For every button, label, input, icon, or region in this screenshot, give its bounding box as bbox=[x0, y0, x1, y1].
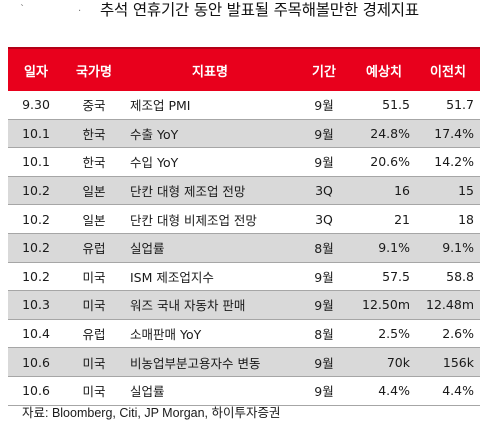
cell-previous: 51.7 bbox=[416, 91, 480, 120]
cell-previous: 156k bbox=[416, 347, 480, 377]
table-row: 10.2 유럽 실업률 8월 9.1% 9.1% bbox=[8, 233, 480, 263]
column-header-forecast: 예상치 bbox=[352, 47, 416, 91]
cell-date: 10.2 bbox=[8, 262, 64, 292]
table-row: 10.2 미국 ISM 제조업지수 9월 57.5 58.8 bbox=[8, 262, 480, 292]
cell-forecast: 4.4% bbox=[352, 376, 416, 406]
cell-forecast: 9.1% bbox=[352, 233, 416, 263]
cell-country: 유럽 bbox=[64, 319, 124, 349]
cell-date: 10.6 bbox=[8, 376, 64, 406]
column-header-period: 기간 bbox=[296, 47, 352, 91]
table-row: 10.3 미국 워즈 국내 자동차 판매 9월 12.50m 12.48m bbox=[8, 290, 480, 320]
cell-previous: 2.6% bbox=[416, 319, 480, 349]
cell-date: 10.2 bbox=[8, 176, 64, 206]
cell-previous: 58.8 bbox=[416, 262, 480, 292]
cell-forecast: 20.6% bbox=[352, 147, 416, 177]
column-header-indicator: 지표명 bbox=[124, 47, 296, 91]
cell-indicator: 비농업부분고용자수 변동 bbox=[124, 347, 296, 377]
cell-forecast: 57.5 bbox=[352, 262, 416, 292]
source-note: 자료: Bloomberg, Citi, JP Morgan, 하이투자증권 bbox=[22, 406, 281, 420]
cell-country: 미국 bbox=[64, 262, 124, 292]
cell-indicator: 수출 YoY bbox=[124, 119, 296, 149]
cell-date: 9.30 bbox=[8, 91, 64, 120]
cell-previous: 18 bbox=[416, 204, 480, 234]
cell-period: 9월 bbox=[296, 347, 352, 377]
table-header-row: 일자 국가명 지표명 기간 예상치 이전치 bbox=[8, 47, 480, 91]
cell-forecast: 16 bbox=[352, 176, 416, 206]
cell-country: 일본 bbox=[64, 204, 124, 234]
cell-indicator: 제조업 PMI bbox=[124, 91, 296, 120]
table-row: 10.2 일본 단칸 대형 비제조업 전망 3Q 21 18 bbox=[8, 204, 480, 234]
cell-indicator: 수입 YoY bbox=[124, 147, 296, 177]
cell-indicator: 소매판매 YoY bbox=[124, 319, 296, 349]
table-row: 10.6 미국 비농업부분고용자수 변동 9월 70k 156k bbox=[8, 347, 480, 377]
cell-previous: 15 bbox=[416, 176, 480, 206]
cell-date: 10.4 bbox=[8, 319, 64, 349]
table-row: 10.2 일본 단칸 대형 제조업 전망 3Q 16 15 bbox=[8, 176, 480, 206]
cell-period: 9월 bbox=[296, 290, 352, 320]
cell-forecast: 24.8% bbox=[352, 119, 416, 149]
cell-period: 9월 bbox=[296, 119, 352, 149]
cell-forecast: 12.50m bbox=[352, 290, 416, 320]
cell-country: 한국 bbox=[64, 119, 124, 149]
cell-date: 10.1 bbox=[8, 119, 64, 149]
title-dot: · bbox=[78, 6, 82, 17]
table-row: 10.1 한국 수출 YoY 9월 24.8% 17.4% bbox=[8, 119, 480, 149]
cell-indicator: ISM 제조업지수 bbox=[124, 262, 296, 292]
cell-country: 중국 bbox=[64, 91, 124, 120]
cell-date: 10.3 bbox=[8, 290, 64, 320]
cell-forecast: 70k bbox=[352, 347, 416, 377]
cell-period: 8월 bbox=[296, 233, 352, 263]
cell-forecast: 2.5% bbox=[352, 319, 416, 349]
cell-forecast: 21 bbox=[352, 204, 416, 234]
cell-period: 9월 bbox=[296, 147, 352, 177]
cell-previous: 12.48m bbox=[416, 290, 480, 320]
column-header-previous: 이전치 bbox=[416, 47, 480, 91]
table-row: 10.1 한국 수입 YoY 9월 20.6% 14.2% bbox=[8, 147, 480, 177]
cell-period: 3Q bbox=[296, 204, 352, 234]
table-row: 10.4 유럽 소매판매 YoY 8월 2.5% 2.6% bbox=[8, 319, 480, 349]
cell-country: 한국 bbox=[64, 147, 124, 177]
cell-forecast: 51.5 bbox=[352, 91, 416, 120]
table-row: 9.30 중국 제조업 PMI 9월 51.5 51.7 bbox=[8, 91, 480, 120]
cell-indicator: 실업률 bbox=[124, 376, 296, 406]
cell-date: 10.2 bbox=[8, 204, 64, 234]
title-mark: ˋ bbox=[20, 4, 25, 15]
cell-previous: 17.4% bbox=[416, 119, 480, 149]
table-title: 추석 연휴기간 동안 발표될 주목해볼만한 경제지표 bbox=[100, 1, 419, 19]
cell-period: 9월 bbox=[296, 376, 352, 406]
table-row: 10.6 미국 실업률 9월 4.4% 4.4% bbox=[8, 376, 480, 406]
cell-date: 10.6 bbox=[8, 347, 64, 377]
title-block: ˋ · 추석 연휴기간 동안 발표될 주목해볼만한 경제지표 bbox=[0, 0, 486, 46]
cell-indicator: 단칸 대형 비제조업 전망 bbox=[124, 204, 296, 234]
cell-period: 8월 bbox=[296, 319, 352, 349]
cell-date: 10.2 bbox=[8, 233, 64, 263]
cell-country: 유럽 bbox=[64, 233, 124, 263]
cell-country: 미국 bbox=[64, 376, 124, 406]
cell-period: 9월 bbox=[296, 91, 352, 120]
economic-indicator-table: 일자 국가명 지표명 기간 예상치 이전치 9.30 중국 제조업 PMI 9월 51.… bbox=[8, 47, 480, 406]
cell-date: 10.1 bbox=[8, 147, 64, 177]
cell-period: 3Q bbox=[296, 176, 352, 206]
cell-indicator: 실업률 bbox=[124, 233, 296, 263]
cell-period: 9월 bbox=[296, 262, 352, 292]
cell-indicator: 워즈 국내 자동차 판매 bbox=[124, 290, 296, 320]
table-body: 9.30 중국 제조업 PMI 9월 51.5 51.7 10.1 한국 수출 YoY 9월 24.… bbox=[8, 91, 480, 406]
cell-country: 일본 bbox=[64, 176, 124, 206]
column-header-date: 일자 bbox=[8, 47, 64, 91]
cell-indicator: 단칸 대형 제조업 전망 bbox=[124, 176, 296, 206]
cell-previous: 9.1% bbox=[416, 233, 480, 263]
cell-previous: 4.4% bbox=[416, 376, 480, 406]
cell-previous: 14.2% bbox=[416, 147, 480, 177]
cell-country: 미국 bbox=[64, 290, 124, 320]
column-header-country: 국가명 bbox=[64, 47, 124, 91]
cell-country: 미국 bbox=[64, 347, 124, 377]
